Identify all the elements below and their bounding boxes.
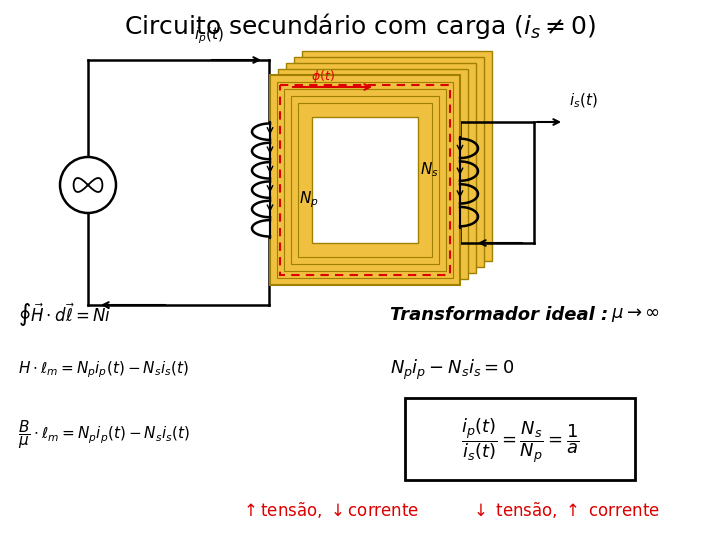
Bar xyxy=(294,57,484,267)
Text: $\mu\rightarrow\infty$: $\mu\rightarrow\infty$ xyxy=(611,306,660,324)
Bar xyxy=(405,398,635,480)
Bar xyxy=(302,51,492,261)
Text: $N_p i_p - N_s i_s = 0$: $N_p i_p - N_s i_s = 0$ xyxy=(390,358,514,382)
Text: $N_p$: $N_p$ xyxy=(300,190,319,210)
Text: $\downarrow$ tensão, $\uparrow$ corrente: $\downarrow$ tensão, $\uparrow$ corrente xyxy=(470,500,660,520)
Text: $i_s(t)$: $i_s(t)$ xyxy=(569,92,598,110)
Bar xyxy=(284,89,446,271)
Text: $N_s$: $N_s$ xyxy=(420,160,438,179)
Bar xyxy=(312,117,418,243)
Bar xyxy=(298,103,432,257)
Text: $\dfrac{B}{\mu} \cdot \ell_m = N_p i_p(t) - N_s i_s(t)$: $\dfrac{B}{\mu} \cdot \ell_m = N_p i_p(t… xyxy=(18,418,190,451)
Bar xyxy=(291,96,439,264)
Text: Circuito secundário com carga ($i_s \neq 0$): Circuito secundário com carga ($i_s \neq… xyxy=(124,11,596,41)
Circle shape xyxy=(60,157,116,213)
Bar xyxy=(270,75,460,285)
Text: Transformador ideal :: Transformador ideal : xyxy=(390,306,608,324)
Text: $i_p(t)$: $i_p(t)$ xyxy=(194,25,224,46)
Bar xyxy=(286,63,476,273)
Bar xyxy=(277,82,453,278)
Text: $\oint\vec{H}\cdot d\vec{\ell} = Ni$: $\oint\vec{H}\cdot d\vec{\ell} = Ni$ xyxy=(18,301,112,329)
Text: $\dfrac{i_p(t)}{i_s(t)} = \dfrac{N_s}{N_p} = \dfrac{1}{a}$: $\dfrac{i_p(t)}{i_s(t)} = \dfrac{N_s}{N_… xyxy=(461,417,580,465)
Text: $\uparrow$tensão, $\downarrow$corrente: $\uparrow$tensão, $\downarrow$corrente xyxy=(240,500,420,520)
Bar xyxy=(280,85,450,275)
Text: $H \cdot \ell_m = N_p i_p(t) - N_s i_s(t)$: $H \cdot \ell_m = N_p i_p(t) - N_s i_s(t… xyxy=(18,360,189,380)
Bar xyxy=(278,69,468,279)
Text: $\phi(t)$: $\phi(t)$ xyxy=(310,68,334,85)
